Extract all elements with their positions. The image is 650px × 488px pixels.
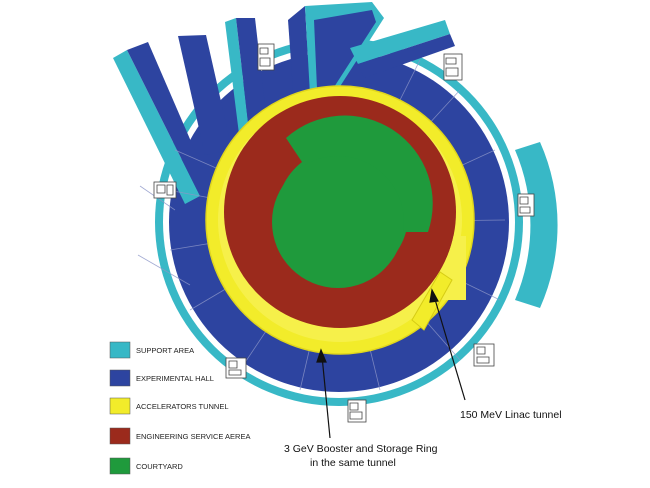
legend-label: ENGINEERING SERVICE AEREA bbox=[136, 432, 250, 441]
courtyard bbox=[272, 115, 433, 288]
legend-swatch bbox=[109, 397, 131, 415]
legend-item-accelerators-tunnel: ACCELERATORS TUNNEL bbox=[109, 397, 229, 415]
legend-swatch bbox=[109, 427, 131, 445]
legend-item-courtyard: COURTYARD bbox=[109, 457, 183, 475]
building-icon bbox=[153, 181, 177, 199]
legend-swatch bbox=[109, 341, 131, 359]
booster-arrow bbox=[321, 355, 331, 439]
legend-swatch bbox=[109, 369, 131, 387]
legend-item-experimental-hall: EXPERIMENTAL HALL bbox=[109, 369, 214, 387]
linac-arrow bbox=[433, 295, 466, 401]
building-icon bbox=[225, 357, 247, 379]
booster-label-line2: in the same tunnel bbox=[310, 457, 396, 469]
booster-label-line1: 3 GeV Booster and Storage Ring bbox=[284, 443, 438, 455]
legend-item-engineering-service-area: ENGINEERING SERVICE AEREA bbox=[109, 427, 250, 445]
legend-label: EXPERIMENTAL HALL bbox=[136, 374, 214, 383]
annotation-arrows bbox=[316, 288, 466, 439]
legend: SUPPORT AREA EXPERIMENTAL HALL ACCELERAT… bbox=[109, 341, 250, 475]
building-icon bbox=[473, 343, 495, 367]
legend-label: COURTYARD bbox=[136, 462, 183, 471]
legend-item-support-area: SUPPORT AREA bbox=[109, 341, 194, 359]
support-building-icons bbox=[153, 43, 535, 423]
legend-swatch bbox=[109, 457, 131, 475]
building-icon bbox=[257, 43, 275, 71]
linac-arrowhead bbox=[429, 288, 439, 303]
linac-label: 150 MeV Linac tunnel bbox=[460, 409, 562, 421]
building-icon bbox=[517, 193, 535, 217]
legend-label: ACCELERATORS TUNNEL bbox=[136, 402, 229, 411]
building-icon bbox=[347, 399, 367, 423]
booster-arrowhead bbox=[316, 348, 327, 363]
building-icon bbox=[443, 53, 463, 81]
legend-label: SUPPORT AREA bbox=[136, 346, 194, 355]
